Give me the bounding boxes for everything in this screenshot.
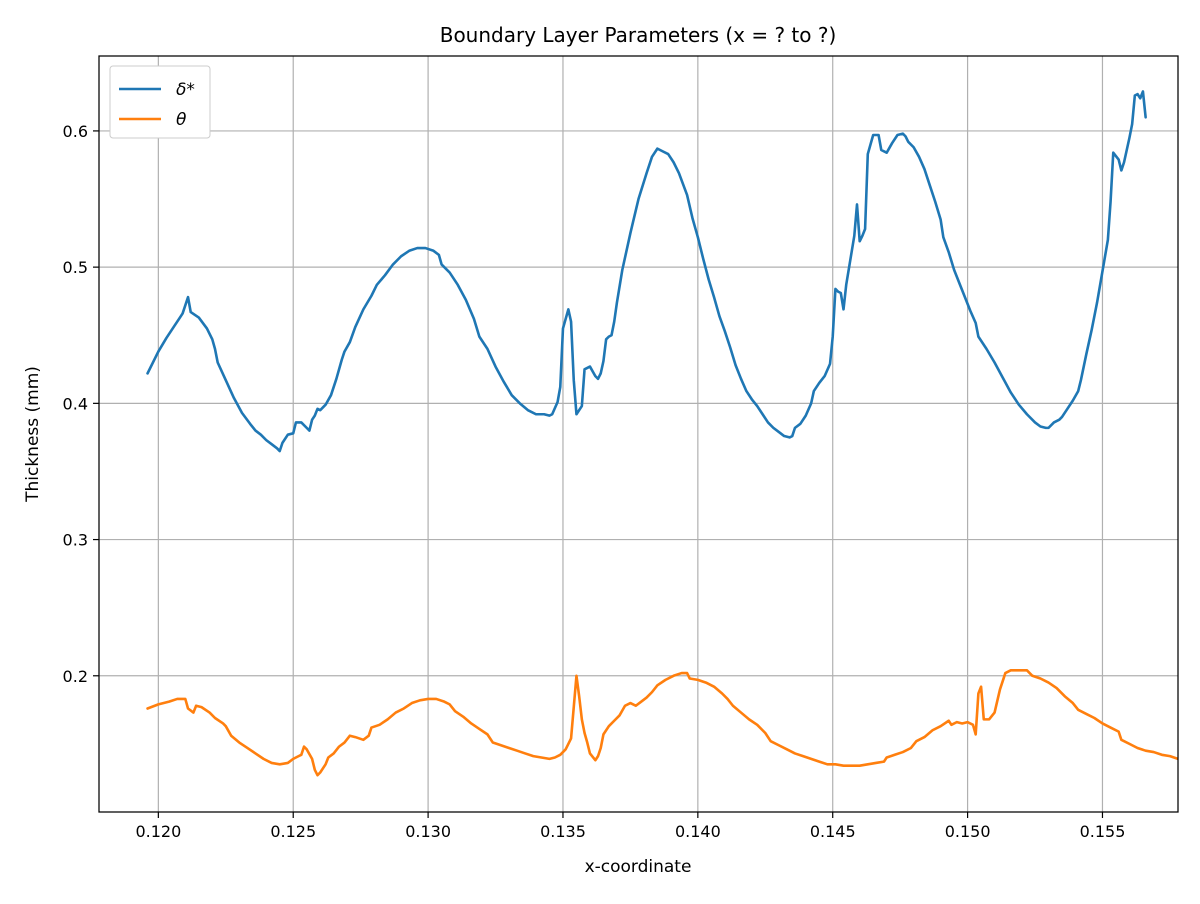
series-line-theta (146, 669, 1178, 777)
x-tick-label: 0.120 (135, 822, 181, 841)
x-axis-ticks: 0.120 0.125 0.130 0.135 0.140 0.145 0.150 0.155 (135, 812, 1125, 841)
y-tick-label: 0.2 (63, 667, 88, 686)
x-tick-label: 0.150 (945, 822, 991, 841)
series-group (146, 90, 1178, 777)
series-line-delta-star (146, 90, 1147, 453)
legend-label-delta: δ* (176, 80, 195, 100)
legend-box (109, 65, 211, 139)
y-axis-label: Thickness (mm) (23, 366, 43, 503)
plot-frame (98, 55, 1179, 813)
x-tick-label: 0.135 (540, 822, 586, 841)
y-tick-label: 0.5 (63, 258, 88, 277)
x-axis-label: x-coordinate (585, 857, 692, 877)
x-tick-label: 0.125 (270, 822, 316, 841)
x-tick-label: 0.155 (1080, 822, 1126, 841)
y-tick-label: 0.3 (63, 531, 88, 550)
y-axis-ticks: 0.2 0.3 0.4 0.5 0.6 (63, 122, 99, 686)
x-tick-label: 0.130 (405, 822, 451, 841)
legend: δ* θ (109, 65, 211, 139)
y-tick-label: 0.6 (63, 122, 88, 141)
x-tick-label: 0.145 (810, 822, 856, 841)
chart-title: Boundary Layer Parameters (x = ? to ?) (440, 23, 837, 47)
y-tick-label: 0.4 (63, 394, 88, 413)
x-tick-label: 0.140 (675, 822, 721, 841)
legend-label-theta: θ (176, 110, 187, 130)
